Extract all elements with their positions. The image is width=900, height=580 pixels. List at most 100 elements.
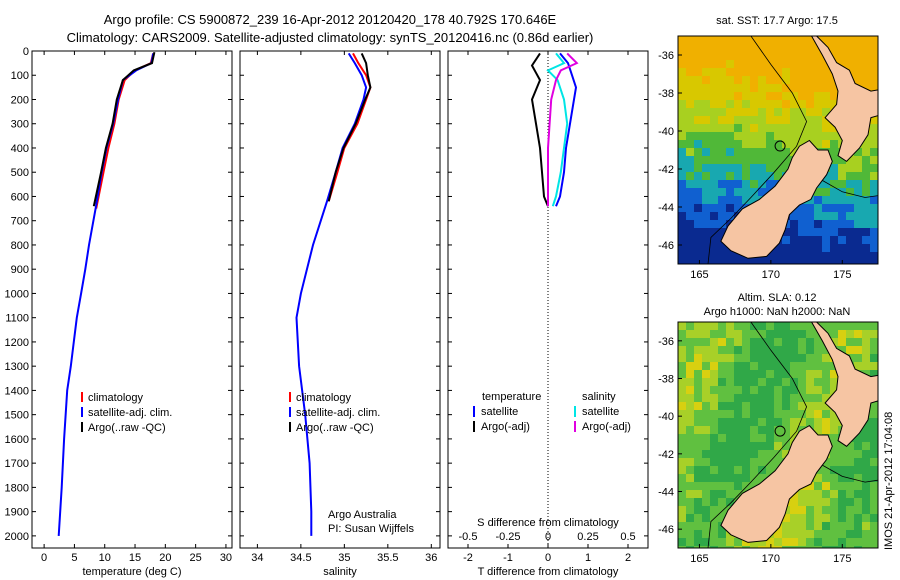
legend-label: satellite-adj. clim. <box>296 407 380 419</box>
top-axis-tick-label: 0.25 <box>577 531 598 543</box>
legend-label: Argo(-adj) <box>582 421 631 433</box>
legend-label: climatology <box>88 392 144 404</box>
series-line-1 <box>295 52 368 536</box>
x-axis-label: temperature (deg C) <box>82 566 181 578</box>
map-x-tick-label: 165 <box>690 553 708 565</box>
map-y-tick-label: -36 <box>658 336 674 348</box>
x-tick-label: 36 <box>425 552 437 564</box>
legend-label: satellite <box>481 406 518 418</box>
map-y-tick-label: -44 <box>658 202 674 214</box>
map-y-tick-label: -40 <box>658 411 674 423</box>
y-tick-label: 100 <box>11 70 29 82</box>
x-axis-label: T difference from climatology <box>478 566 619 578</box>
sla-map-title-line1: Altim. SLA: 0.12 <box>738 292 817 304</box>
sst-map-panel: 165 170 175 -36 -38 -40 -42 -44 -46 <box>658 35 879 281</box>
depth-contour <box>822 180 878 198</box>
sla-map-panel: 165 170 175 -36 -38 -40 -42 -44 -46 <box>658 321 879 565</box>
y-tick-label: 1700 <box>5 458 29 470</box>
y-tick-label: 1200 <box>5 337 29 349</box>
y-tick-label: 800 <box>11 240 29 252</box>
x-tick-label: 35.5 <box>377 552 398 564</box>
argo-float-marker <box>774 140 786 152</box>
x-axis-label: salinity <box>323 566 357 578</box>
argo-float-marker <box>774 425 786 437</box>
x-tick-label: 10 <box>99 552 111 564</box>
series-line-2 <box>92 51 156 207</box>
legend-label: Argo(..raw -QC) <box>296 422 374 434</box>
map-y-tick-label: -44 <box>658 487 674 499</box>
legend-label: satellite <box>582 406 619 418</box>
legend-label: Argo(-adj) <box>481 421 530 433</box>
map-x-tick-label: 165 <box>690 269 708 281</box>
x-tick-label: 0 <box>41 552 47 564</box>
map-y-tick-label: -40 <box>658 126 674 138</box>
plot-frame <box>239 50 441 549</box>
credit-line2: PI: Susan Wijffels <box>328 523 414 535</box>
sst-map-title: sat. SST: 17.7 Argo: 17.5 <box>716 15 838 27</box>
figure-title-line1: Argo profile: CS 5900872_239 16-Apr-2012… <box>104 12 557 27</box>
map-y-tick-label: -36 <box>658 50 674 62</box>
plot-frame <box>31 50 233 549</box>
y-tick-label: 1900 <box>5 507 29 519</box>
series-line-0 <box>555 52 578 207</box>
map-frame <box>677 321 879 549</box>
y-tick-label: 300 <box>11 119 29 131</box>
map-x-tick-label: 170 <box>762 269 780 281</box>
sla-map-title-line2: Argo h1000: NaN h2000: NaN <box>704 306 851 318</box>
x-tick-label: 2 <box>625 552 631 564</box>
depth-contour <box>822 464 878 483</box>
map-field <box>678 322 878 548</box>
map-x-tick-label: 175 <box>833 269 851 281</box>
x-tick-label: 1 <box>585 552 591 564</box>
depth-contour <box>707 322 808 548</box>
legend-label: Argo(..raw -QC) <box>88 422 166 434</box>
x-tick-label: -2 <box>463 552 473 564</box>
top-axis-tick-label: -0.5 <box>459 531 478 543</box>
legend-title-temperature: temperature <box>482 391 541 403</box>
x-tick-label: 25 <box>190 552 202 564</box>
series-line-2 <box>546 52 569 207</box>
map-y-tick-label: -38 <box>658 374 674 386</box>
legend-label: satellite-adj. clim. <box>88 407 172 419</box>
map-y-tick-label: -38 <box>658 88 674 100</box>
y-tick-label: 1100 <box>5 313 29 325</box>
y-tick-label: 1000 <box>5 288 29 300</box>
x-tick-label: 34 <box>251 552 263 564</box>
map-frame <box>677 35 879 265</box>
series-line-2 <box>327 52 372 202</box>
x-tick-label: 15 <box>129 552 141 564</box>
map-field <box>678 36 878 264</box>
timestamp-label: IMOS 21-Apr-2012 17:04:08 <box>883 412 895 550</box>
y-tick-label: 900 <box>11 264 29 276</box>
y-tick-label: 600 <box>11 191 29 203</box>
y-tick-label: 1300 <box>5 361 29 373</box>
top-axis-tick-label: -0.25 <box>495 531 520 543</box>
y-tick-label: 2000 <box>5 531 29 543</box>
map-x-tick-label: 170 <box>762 553 780 565</box>
salinity-profile-panel: 34 34.5 35 35.5 36 salinity climatology satelli… <box>239 50 441 578</box>
x-tick-label: 34.5 <box>290 552 311 564</box>
top-axis-tick-label: 0.5 <box>620 531 635 543</box>
difference-profile-panel: -2 -1 0 1 2 T difference from climatology -0.5… <box>447 50 649 578</box>
series-line-1 <box>530 52 549 207</box>
depth-contour <box>707 36 808 264</box>
x-tick-label: 35 <box>338 552 350 564</box>
temperature-profile-panel: 0100200300400500600700800900100011001200… <box>5 46 233 578</box>
y-tick-label: 0 <box>23 46 29 58</box>
y-tick-label: 400 <box>11 143 29 155</box>
map-y-tick-label: -46 <box>658 240 674 252</box>
y-tick-label: 1600 <box>5 434 29 446</box>
series-line-3 <box>547 52 579 207</box>
x-tick-label: 20 <box>159 552 171 564</box>
y-tick-label: 500 <box>11 167 29 179</box>
y-tick-label: 1400 <box>5 385 29 397</box>
figure-title-line2: Climatology: CARS2009. Satellite-adjuste… <box>67 30 594 45</box>
y-tick-label: 1800 <box>5 482 29 494</box>
north-island <box>810 36 878 163</box>
top-axis-label: S difference from climatology <box>477 517 619 529</box>
legend-title-salinity: salinity <box>582 391 616 403</box>
legend-label: climatology <box>296 392 352 404</box>
south-island <box>720 424 833 543</box>
y-tick-label: 700 <box>11 216 29 228</box>
